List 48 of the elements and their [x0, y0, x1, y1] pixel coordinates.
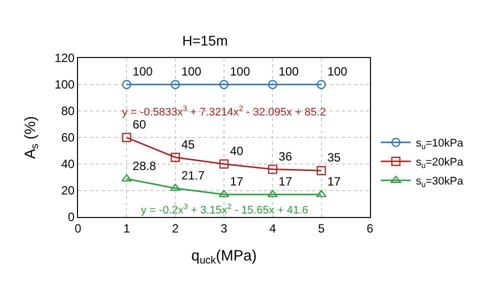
point	[219, 159, 229, 169]
point	[219, 80, 229, 90]
chart-title: H=15m	[182, 32, 228, 49]
y-tick-label: 120	[54, 51, 75, 66]
annotation: y = -0.5833x$^{3}$ + 7.3214x$^{2}$ - 32.095x + 85.2	[122, 104, 326, 119]
data-label: 36	[278, 149, 292, 164]
data-label: 100	[181, 64, 202, 78]
x-tick-label: 3	[220, 221, 228, 236]
point	[316, 190, 327, 198]
y-tick-label: 20	[61, 184, 75, 198]
y-tick-label: 60	[61, 130, 75, 145]
point	[316, 166, 326, 176]
data-label: 17	[230, 174, 244, 188]
y-tick-label: 80	[61, 104, 75, 118]
point	[268, 80, 278, 90]
x-tick-label: 6	[366, 221, 374, 236]
point	[268, 164, 278, 174]
data-label: 21.7	[181, 168, 206, 182]
legend-label: s$_{u}$=20kPa	[416, 156, 464, 170]
data-label: 100	[327, 64, 348, 78]
x-tick-label: 4	[269, 221, 276, 236]
data-label: 17	[278, 174, 292, 188]
point	[267, 190, 278, 198]
data-label: 17	[327, 174, 342, 188]
data-label: 35	[327, 150, 342, 165]
point	[122, 132, 132, 142]
x-tick-label: 1	[123, 221, 130, 236]
data-label: 40	[230, 144, 244, 158]
point	[218, 190, 230, 198]
data-label: 45	[181, 137, 196, 152]
point	[170, 152, 180, 162]
point	[316, 80, 326, 90]
data-label: 100	[278, 64, 300, 78]
legend-label: s$_{u}$=10kPa	[416, 138, 464, 151]
x-tick-label: 5	[318, 221, 325, 236]
data-label: 100	[132, 64, 154, 78]
data-label: 28.8	[132, 158, 156, 173]
x-tick-label: 2	[172, 221, 179, 236]
y-tick-label: 40	[61, 157, 75, 172]
x-axis-title: q$_{uck}$(MPa)	[191, 247, 257, 267]
legend-label: s$_{u}$=30kPa	[416, 176, 464, 189]
point	[122, 80, 132, 90]
point	[170, 80, 180, 90]
y-tick-label: 0	[68, 210, 75, 224]
data-label: 60	[132, 118, 146, 132]
data-label: 100	[230, 64, 250, 78]
annotation: y = -0.2x$^{3}$ + 3.15x$^{2}$ - 15.65x + 41.6	[141, 202, 308, 217]
y-tick-label: 100	[54, 78, 75, 92]
